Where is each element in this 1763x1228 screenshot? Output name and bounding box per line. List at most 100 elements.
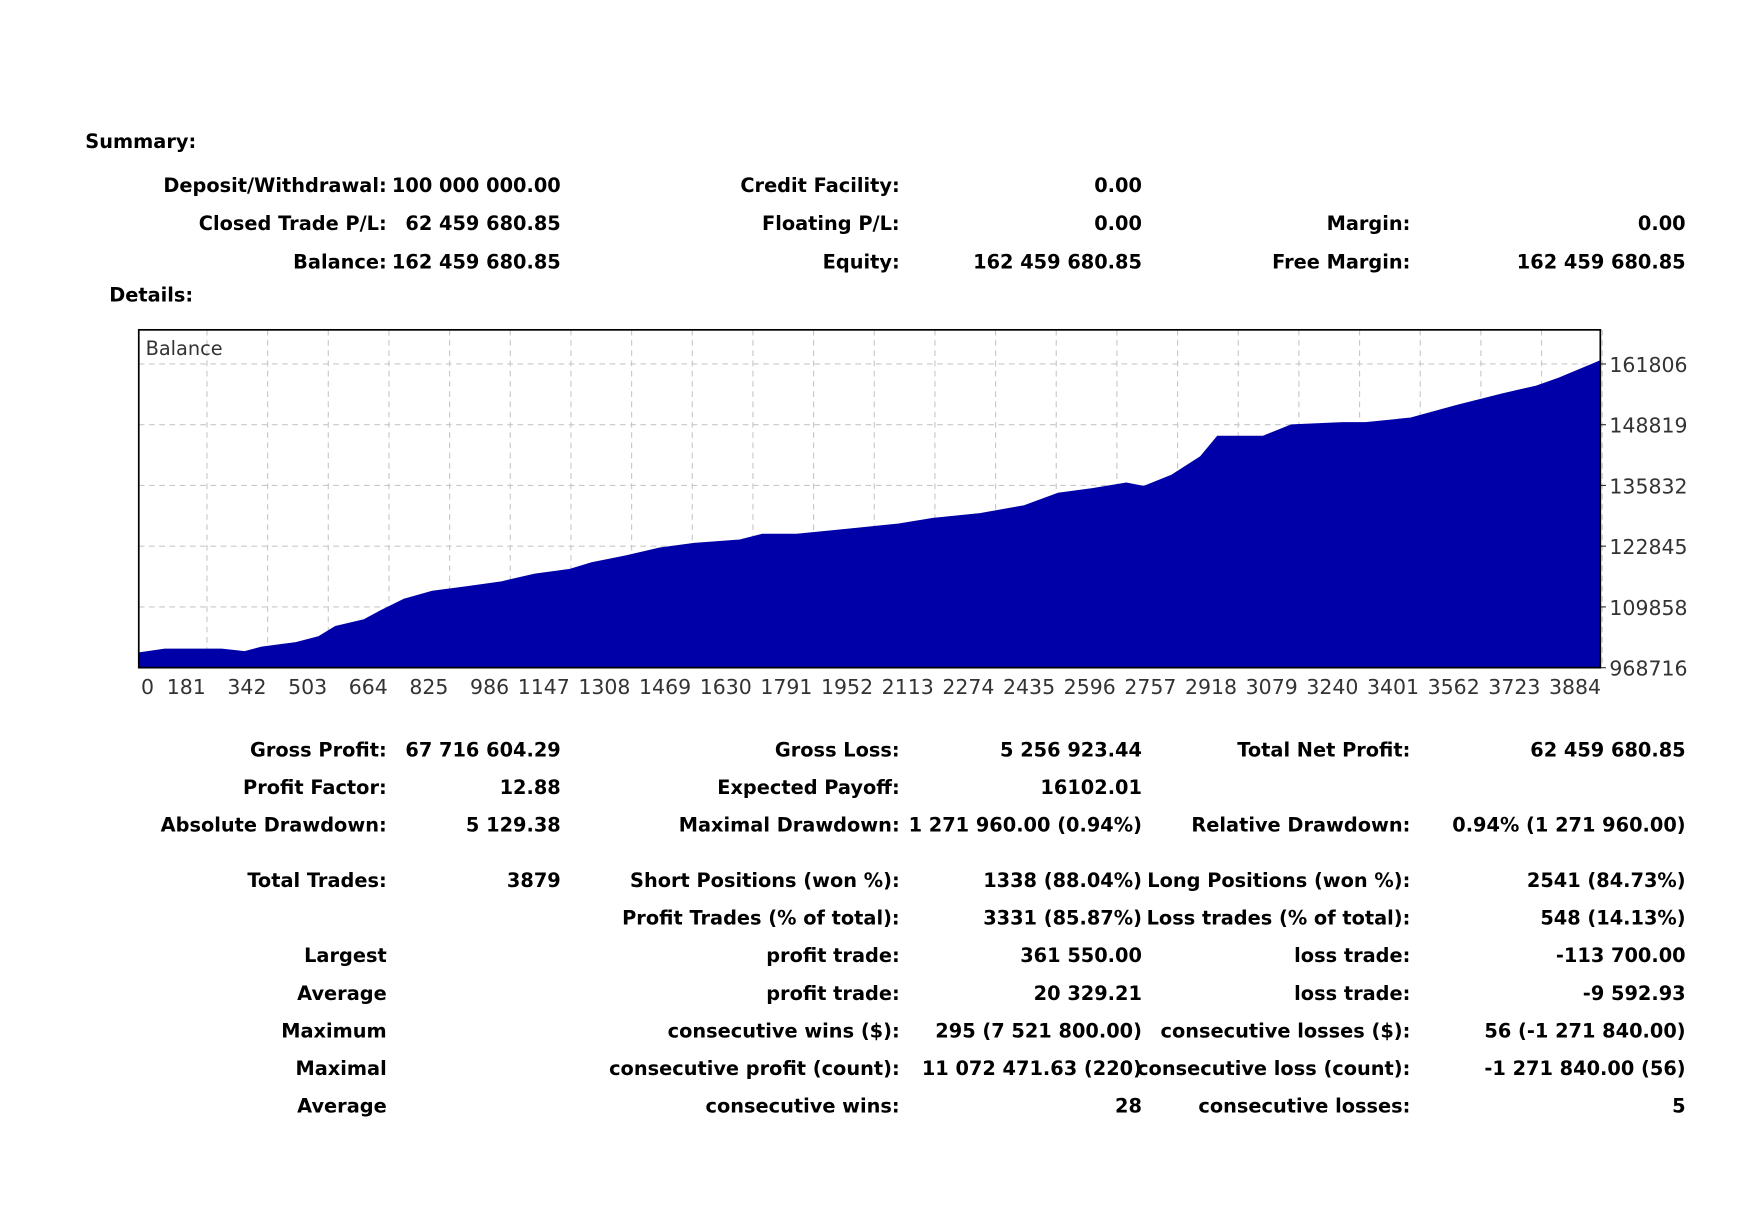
y-tick-label: 968716 (1609, 657, 1687, 681)
results-value: -9 592.93 (1582, 982, 1686, 1006)
balance-chart: 0 181 342 503 664 825 986 1147 1308 1469 1630 1791 1… (137, 328, 1688, 699)
x-tick-label: 342 (227, 675, 266, 699)
x-tick-label: 0 (141, 675, 154, 699)
x-tick-label: 181 (167, 675, 206, 699)
results-label: Gross Profit: (249, 739, 387, 763)
y-tick-label: 122845 (1609, 535, 1687, 559)
results-label: Gross Loss: (774, 739, 900, 763)
x-tick-label: 2757 (1124, 675, 1176, 699)
x-tick-label: 3562 (1428, 675, 1480, 699)
results-value: 3331 (85.87%) (983, 907, 1142, 931)
summary-label: Free Margin: (1272, 251, 1411, 275)
results-value: 12.88 (499, 776, 561, 800)
x-tick-label: 2113 (882, 675, 934, 699)
results-label: profit trade: (766, 945, 900, 968)
results-label: consecutive wins ($): (667, 1020, 900, 1043)
y-tick-label: 161806 (1609, 353, 1687, 377)
results-value: 56 (-1 271 840.00) (1484, 1020, 1686, 1043)
summary-value: 100 000 000.00 (391, 175, 561, 198)
y-tick-label: 109858 (1609, 596, 1687, 620)
results-value: 5 129.38 (465, 814, 561, 838)
x-tick-label: 664 (349, 675, 388, 699)
results-value: 361 550.00 (1020, 945, 1142, 968)
summary-value: 162 459 680.85 (973, 251, 1142, 275)
results-value: -113 700.00 (1555, 945, 1686, 968)
results-label: Maximal (295, 1057, 387, 1081)
results-label: Expected Payoff: (717, 776, 900, 800)
plot-frame (137, 328, 1602, 669)
details-heading: Details: (109, 284, 194, 308)
summary-value: 162 459 680.85 (1516, 251, 1686, 275)
results-label: loss trade: (1294, 945, 1411, 968)
summary-value: 0.00 (1637, 212, 1686, 236)
results-label: Maximum (281, 1020, 387, 1043)
summary-value: 62 459 680.85 (405, 212, 561, 236)
results-value: 1338 (88.04%) (983, 870, 1142, 893)
results-label: consecutive wins: (705, 1095, 900, 1119)
x-tick-label: 2435 (1003, 675, 1055, 699)
x-tick-label: 503 (288, 675, 327, 699)
x-tick-label: 3723 (1488, 675, 1540, 699)
results-value: 20 329.21 (1033, 982, 1142, 1006)
results-label: Short Positions (won %): (630, 870, 900, 893)
x-tick-label: 1630 (700, 675, 752, 699)
summary-label: Credit Facility: (740, 175, 900, 198)
summary-label: Equity: (822, 251, 900, 275)
x-tick-label: 2274 (942, 675, 994, 699)
x-tick-label: 1791 (760, 675, 812, 699)
x-tick-label: 1952 (821, 675, 873, 699)
results-value: 16102.01 (1040, 776, 1142, 800)
results-label: consecutive loss (count): (1137, 1057, 1411, 1081)
results-label: Maximal Drawdown: (678, 814, 900, 838)
results-label: Average (297, 982, 387, 1006)
x-tick-label: 2596 (1064, 675, 1116, 699)
series-label: Balance (146, 337, 223, 360)
results-value: 2541 (84.73%) (1526, 870, 1686, 893)
x-tick-label: 1308 (578, 675, 630, 699)
results-value: 62 459 680.85 (1530, 739, 1686, 763)
results-label: Total Trades: (247, 870, 387, 893)
x-tick-label: 986 (470, 675, 509, 699)
summary-label: Margin: (1326, 212, 1411, 236)
x-tick-label: 2918 (1185, 675, 1237, 699)
results-label: Profit Trades (% of total): (622, 907, 900, 931)
results-value: -1 271 840.00 (56) (1484, 1057, 1686, 1081)
summary-heading: Summary: (85, 130, 197, 154)
results-label: Largest (304, 945, 387, 968)
results-label: Long Positions (won %): (1147, 870, 1411, 893)
results-value: 5 256 923.44 (1000, 739, 1142, 763)
results-label: Profit Factor: (243, 776, 387, 800)
results-label: Average (297, 1095, 387, 1119)
x-tick-label: 1469 (639, 675, 691, 699)
results-label: Loss trades (% of total): (1146, 907, 1411, 931)
summary-label: Floating P/L: (762, 212, 900, 236)
summary-label: Closed Trade P/L: (198, 212, 387, 236)
results-value: 548 (14.13%) (1540, 907, 1686, 931)
results-label: Relative Drawdown: (1191, 814, 1411, 838)
x-tick-label: 3079 (1246, 675, 1298, 699)
results-value: 3879 (506, 870, 561, 893)
x-tick-label: 3884 (1549, 675, 1601, 699)
x-tick-label: 825 (409, 675, 448, 699)
results-value: 1 271 960.00 (0.94%) (908, 814, 1142, 838)
summary-value: 162 459 680.85 (391, 251, 561, 275)
results-label: profit trade: (766, 982, 900, 1006)
summary-label: Deposit/Withdrawal: (163, 175, 387, 198)
x-tick-label: 3401 (1367, 675, 1419, 699)
results-label: consecutive losses ($): (1160, 1020, 1411, 1043)
y-tick-label: 135832 (1609, 474, 1687, 498)
y-tick-label: 148819 (1609, 414, 1687, 438)
results-label: consecutive losses: (1198, 1095, 1411, 1119)
summary-label: Balance: (293, 251, 387, 275)
x-tick-label: 1147 (518, 675, 570, 699)
summary-value: 0.00 (1094, 212, 1142, 236)
x-tick-label: 3240 (1306, 675, 1358, 699)
results-label: loss trade: (1294, 982, 1411, 1006)
results-label: Absolute Drawdown: (160, 814, 387, 838)
results-label: consecutive profit (count): (609, 1057, 900, 1081)
balance-area (138, 360, 1601, 669)
results-label: Total Net Profit: (1237, 739, 1411, 763)
results-value: 67 716 604.29 (405, 739, 561, 763)
